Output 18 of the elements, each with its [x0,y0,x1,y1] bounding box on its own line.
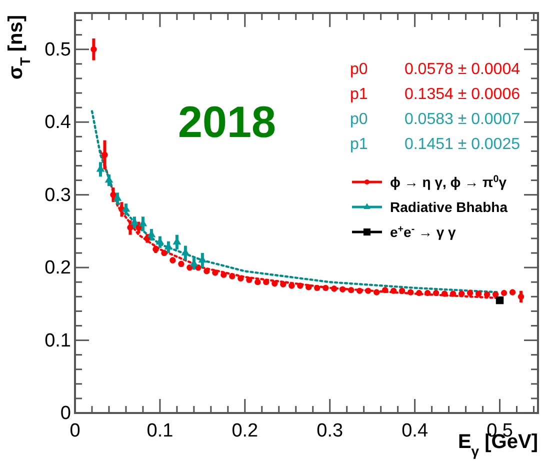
y-tick-label: 0.4 [44,112,72,134]
x-tick-label: 0.4 [402,420,428,442]
x-tick-label: 0.1 [146,420,174,442]
text: p1 0.1451 ± 0.0025 [350,136,520,153]
text: p0 0.0583 ± 0.0007 [350,111,520,128]
y-tick-label: 0 [60,403,71,424]
x-tick-label: 0.3 [316,420,344,442]
text: p0 0.0578 ± 0.0004 [350,61,520,78]
legend-label: ϕ → η γ, ϕ → π$^{0}$γ [390,174,507,190]
legend-label: Radiative Bhabha [390,199,508,215]
text: p1 0.1354 ± 0.0006 [350,86,520,103]
y-tick-label: 0.5 [44,39,71,60]
x-tick-label: 0.2 [232,420,258,442]
y-tick-label: 0.3 [44,184,71,206]
y-tick-label: 0.2 [44,258,71,279]
legend-label: e$^{+}$e$^{-}$ → γ γ [390,224,456,240]
text: 2018 [178,98,276,147]
y-tick-label: 0.1 [44,330,71,352]
